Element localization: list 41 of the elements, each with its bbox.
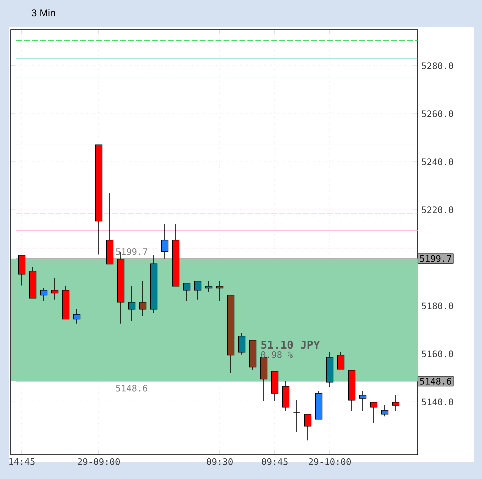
- candlestick: [216, 280, 224, 302]
- ref-line-label: 5199.7: [420, 255, 452, 262]
- candlestick: [381, 405, 389, 417]
- y-tick-label: 5160.0: [422, 350, 454, 358]
- x-tick-label: 29-09:00: [78, 458, 120, 466]
- candlestick: [359, 390, 367, 412]
- annotation: 5199.7: [116, 248, 148, 256]
- candlestick: [183, 282, 191, 302]
- candlestick: [18, 255, 26, 286]
- x-tick-label: 14:45: [10, 458, 35, 466]
- candlestick: [304, 414, 312, 441]
- candlestick: [51, 278, 59, 300]
- x-tick-label: 29-10:00: [309, 458, 352, 466]
- y-tick-label: 5280.0: [422, 62, 454, 70]
- candlestick: [337, 352, 345, 370]
- y-tick-label: 5220.0: [422, 206, 454, 214]
- annotation: 5148.6: [116, 385, 148, 392]
- candlestick: [194, 280, 202, 300]
- candlestick: [139, 280, 147, 317]
- band-label: 51.10 JPY: [262, 340, 320, 350]
- x-tick-label: 09:30: [207, 458, 233, 466]
- annotation: 0.98 %: [261, 351, 294, 358]
- candlestick: [392, 395, 400, 412]
- y-tick-label: 5140.0: [422, 398, 454, 406]
- candlestick: [271, 371, 279, 402]
- candlestick: [73, 308, 81, 324]
- y-tick-label: 5240.0: [422, 158, 454, 166]
- candlestick: [40, 288, 48, 302]
- y-tick-label: 5260.0: [422, 110, 454, 118]
- candlestick: [260, 357, 268, 402]
- x-tick-label: 09:45: [262, 458, 288, 466]
- ref-line-label: 5148.6: [420, 378, 452, 385]
- candlestick: [293, 400, 301, 433]
- candlestick: [205, 280, 213, 293]
- candlestick: [282, 381, 290, 412]
- candlestick: [128, 286, 136, 322]
- candlestick: [161, 224, 169, 260]
- y-tick-label: 5180.0: [422, 302, 454, 310]
- chart-title: 3 Min: [32, 9, 56, 17]
- candlestick: [238, 332, 246, 356]
- candlestick: [370, 402, 378, 424]
